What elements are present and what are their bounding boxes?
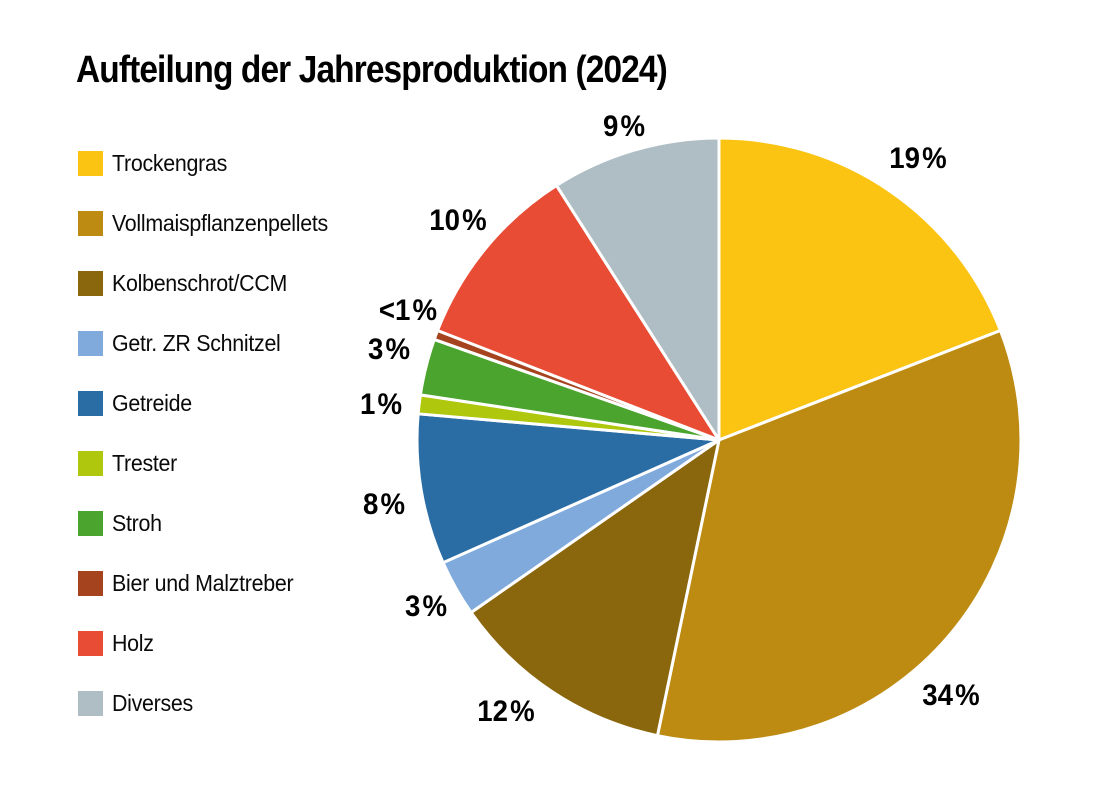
legend-label-vollmaispflanzenpellets: Vollmaispflanzenpellets — [112, 210, 328, 236]
pie-slice-kolbenschrot-ccm — [469, 438, 721, 738]
legend-item-vollmaispflanzenpellets: Vollmaispflanzenpellets — [78, 210, 344, 236]
legend-label-holz: Holz — [112, 630, 154, 656]
pie-slice-trockengras — [717, 136, 1002, 442]
pie-slice-holz — [436, 183, 721, 442]
legend-item-getreide: Getreide — [78, 390, 198, 416]
legend-swatch-trockengras — [78, 151, 103, 176]
legend-item-kolbenschrot-ccm: Kolbenschrot/CCM — [78, 270, 300, 296]
chart-title: Aufteilung der Jahresproduktion (2024) — [76, 49, 668, 91]
legend-label-getr-zr-schnitzel: Getr. ZR Schnitzel — [112, 330, 281, 356]
legend-item-stroh: Stroh — [78, 510, 165, 536]
legend-item-bier-und-malztreber: Bier und Malztreber — [78, 570, 307, 596]
legend-swatch-vollmaispflanzenpellets — [78, 211, 103, 236]
legend-label-bier-und-malztreber: Bier und Malztreber — [112, 570, 294, 596]
legend-swatch-kolbenschrot-ccm — [78, 271, 103, 296]
legend-swatch-getreide — [78, 391, 103, 416]
legend-swatch-bier-und-malztreber — [78, 571, 103, 596]
pie-slice-getreide — [415, 412, 721, 565]
legend-item-holz: Holz — [78, 630, 157, 656]
legend-item-trester: Trester — [78, 450, 182, 476]
legend-swatch-stroh — [78, 511, 103, 536]
pie-slice-vollmaispflanzenpellets — [655, 329, 1023, 744]
legend-swatch-getr-zr-schnitzel — [78, 331, 103, 356]
legend-item-trockengras: Trockengras — [78, 150, 236, 176]
legend-item-getr-zr-schnitzel: Getr. ZR Schnitzel — [78, 330, 293, 356]
legend: Trockengras Vollmaispflanzenpellets Kolben… — [78, 150, 378, 731]
legend-swatch-trester — [78, 451, 103, 476]
legend-label-stroh: Stroh — [112, 510, 162, 536]
legend-label-getreide: Getreide — [112, 390, 192, 416]
legend-swatch-holz — [78, 631, 103, 656]
legend-label-trester: Trester — [112, 450, 177, 476]
legend-label-kolbenschrot-ccm: Kolbenschrot/CCM — [112, 270, 288, 296]
pie-slice-diverses — [554, 136, 721, 442]
legend-label-diverses: Diverses — [112, 690, 193, 716]
legend-item-diverses: Diverses — [78, 690, 199, 716]
legend-label-trockengras: Trockengras — [112, 150, 228, 176]
legend-swatch-diverses — [78, 691, 103, 716]
